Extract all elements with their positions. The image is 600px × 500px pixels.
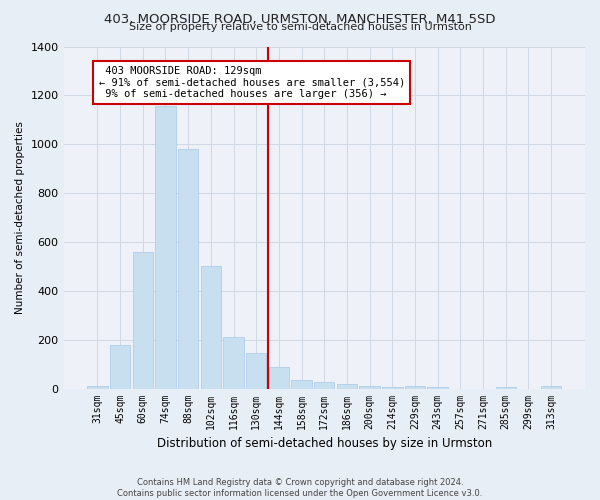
Bar <box>155 106 176 388</box>
Text: 403 MOORSIDE ROAD: 129sqm
← 91% of semi-detached houses are smaller (3,554)
 9% : 403 MOORSIDE ROAD: 129sqm ← 91% of semi-… <box>98 66 405 99</box>
Bar <box>87 386 107 388</box>
Bar <box>269 366 289 388</box>
Bar <box>337 384 357 388</box>
Bar <box>246 353 266 388</box>
Bar <box>359 386 380 388</box>
Bar <box>200 266 221 388</box>
Bar <box>405 386 425 388</box>
Bar <box>178 149 199 388</box>
Text: 403, MOORSIDE ROAD, URMSTON, MANCHESTER, M41 5SD: 403, MOORSIDE ROAD, URMSTON, MANCHESTER,… <box>104 12 496 26</box>
Bar <box>133 252 153 388</box>
Bar <box>110 344 130 389</box>
Y-axis label: Number of semi-detached properties: Number of semi-detached properties <box>15 121 25 314</box>
Bar <box>541 386 561 388</box>
Text: Contains HM Land Registry data © Crown copyright and database right 2024.
Contai: Contains HM Land Registry data © Crown c… <box>118 478 482 498</box>
Bar <box>292 380 312 388</box>
Bar <box>223 337 244 388</box>
Text: Size of property relative to semi-detached houses in Urmston: Size of property relative to semi-detach… <box>128 22 472 32</box>
X-axis label: Distribution of semi-detached houses by size in Urmston: Distribution of semi-detached houses by … <box>157 437 492 450</box>
Bar <box>314 382 334 388</box>
